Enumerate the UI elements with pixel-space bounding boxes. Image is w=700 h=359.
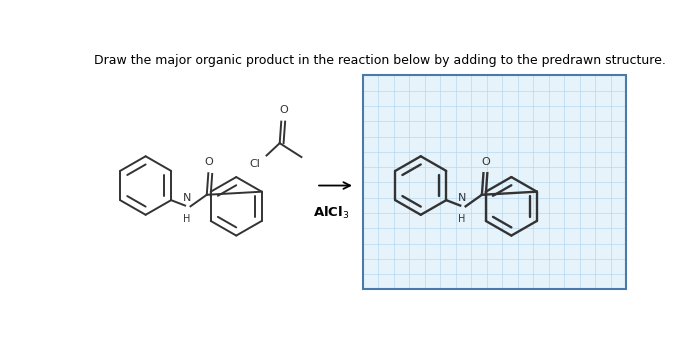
Text: H: H (458, 214, 466, 224)
Text: Draw the major organic product in the reaction below by adding to the predrawn s: Draw the major organic product in the re… (94, 54, 666, 67)
Text: O: O (279, 106, 288, 116)
Bar (363, 75, 626, 289)
Text: N: N (458, 193, 466, 203)
Text: H: H (183, 214, 190, 224)
Text: AlCl$_3$: AlCl$_3$ (314, 205, 350, 221)
Bar (363, 75, 626, 289)
Text: Cl: Cl (249, 159, 260, 169)
Text: O: O (204, 157, 213, 167)
Text: O: O (482, 157, 490, 167)
Text: N: N (183, 193, 191, 203)
